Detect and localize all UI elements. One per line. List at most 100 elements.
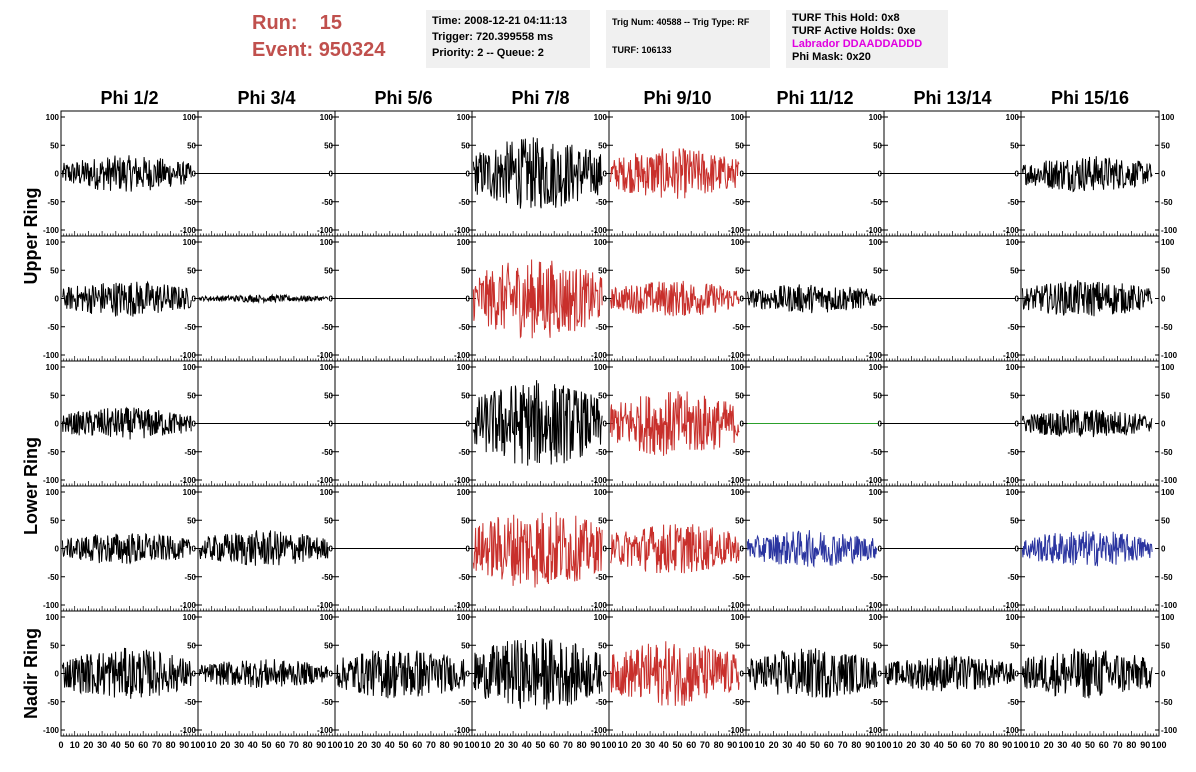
waveform-line [61,532,192,565]
y-tick-label: 50 [324,516,333,525]
y-tick-label: 0 [466,170,471,179]
y-tick-label: 0 [878,420,883,429]
x-tick-label: 20 [220,740,230,750]
y-tick-label: -100 [1003,476,1020,485]
y-tick-label: 100 [594,613,608,622]
y-tick-label: 0 [1015,670,1020,679]
y-tick-label: 100 [1161,238,1175,247]
waveform-line [472,638,603,710]
waveform-line [1021,409,1153,438]
y-tick-label: -100 [866,726,883,735]
x-tick-label: 60 [961,740,971,750]
y-tick-label: -50 [184,448,196,457]
column-header: Phi 1/2 [100,88,158,108]
x-tick-label: 100 [738,740,753,750]
y-tick-label: 100 [869,613,883,622]
y-tick-label: 0 [192,670,197,679]
y-tick-label: -50 [458,698,470,707]
turf-this-hold-text: TURF This Hold: 0x8 [792,12,900,24]
y-tick-label: 100 [320,613,334,622]
y-tick-label: 50 [50,641,59,650]
waveform-line [884,655,1015,692]
y-tick-label: 0 [878,670,883,679]
panel-frame [608,485,747,612]
column-header: Phi 7/8 [511,88,569,108]
y-tick-label: 50 [735,516,744,525]
x-tick-label: 60 [1099,740,1109,750]
y-tick-label: 100 [46,363,60,372]
ring-label: Lower Ring [21,437,41,535]
y-tick-label: 100 [183,363,197,372]
waveform-line [609,280,740,317]
y-tick-label: -50 [732,698,744,707]
x-tick-label: 90 [1140,740,1150,750]
waveform-line [198,659,329,689]
y-tick-label: 0 [603,420,608,429]
y-tick-label: 100 [1161,488,1175,497]
y-tick-label: 100 [594,488,608,497]
y-tick-label: 100 [320,488,334,497]
y-tick-label: -50 [321,573,333,582]
y-tick-label: -50 [321,698,333,707]
y-tick-label: 50 [461,516,470,525]
column-header: Phi 9/10 [643,88,711,108]
priority-text: Priority: 2 -- Queue: 2 [432,47,544,59]
y-tick-label: -50 [321,198,333,207]
x-tick-label: 50 [261,740,271,750]
waveform-line [609,148,740,199]
y-tick-label: 50 [187,141,196,150]
y-tick-label: 50 [598,141,607,150]
event-value: 950324 [318,39,386,61]
waveform-line [1021,156,1153,193]
y-tick-label: 0 [740,420,745,429]
y-tick-label: 50 [50,266,59,275]
time-text: Time: 2008-12-21 04:11:13 [432,15,567,27]
y-tick-label: -100 [180,726,197,735]
x-tick-label: 40 [659,740,669,750]
y-tick-label: -50 [1161,323,1173,332]
y-tick-label: -100 [43,726,60,735]
y-tick-label: -50 [1007,323,1019,332]
run-row: Run: 15 [252,10,385,37]
y-tick-label: 100 [594,113,608,122]
y-tick-label: -50 [321,323,333,332]
y-tick-label: 0 [740,545,745,554]
column-header: Phi 13/14 [913,88,991,108]
y-tick-label: 100 [46,238,60,247]
y-tick-label: 50 [461,266,470,275]
y-tick-label: 100 [320,113,334,122]
y-tick-label: -50 [1161,198,1173,207]
y-tick-label: 100 [731,238,745,247]
x-tick-label: 10 [70,740,80,750]
x-tick-label: 30 [1057,740,1067,750]
y-tick-label: 50 [1161,141,1170,150]
y-tick-label: 0 [192,170,197,179]
y-tick-label: 50 [324,641,333,650]
y-tick-label: 0 [603,295,608,304]
y-tick-label: 50 [598,641,607,650]
y-tick-label: -50 [1007,573,1019,582]
y-tick-label: 0 [1015,170,1020,179]
x-tick-label: 50 [535,740,545,750]
y-tick-label: -50 [458,573,470,582]
y-tick-label: 100 [320,238,334,247]
y-tick-label: -50 [870,448,882,457]
waveform-line [609,641,740,706]
y-tick-label: -100 [728,351,745,360]
ring-label: Upper Ring [21,188,41,285]
y-tick-label: 0 [192,420,197,429]
y-tick-label: 50 [50,516,59,525]
y-tick-label: 0 [1015,295,1020,304]
x-tick-label: 70 [1113,740,1123,750]
y-tick-label: 50 [873,266,882,275]
x-tick-label: 70 [975,740,985,750]
y-tick-label: 100 [594,363,608,372]
x-tick-label: 90 [590,740,600,750]
x-tick-label: 90 [179,740,189,750]
y-tick-label: -100 [1003,726,1020,735]
x-tick-label: 90 [865,740,875,750]
y-tick-label: 50 [1010,141,1019,150]
x-tick-label: 80 [989,740,999,750]
y-tick-label: -50 [732,323,744,332]
x-tick-label: 40 [522,740,532,750]
